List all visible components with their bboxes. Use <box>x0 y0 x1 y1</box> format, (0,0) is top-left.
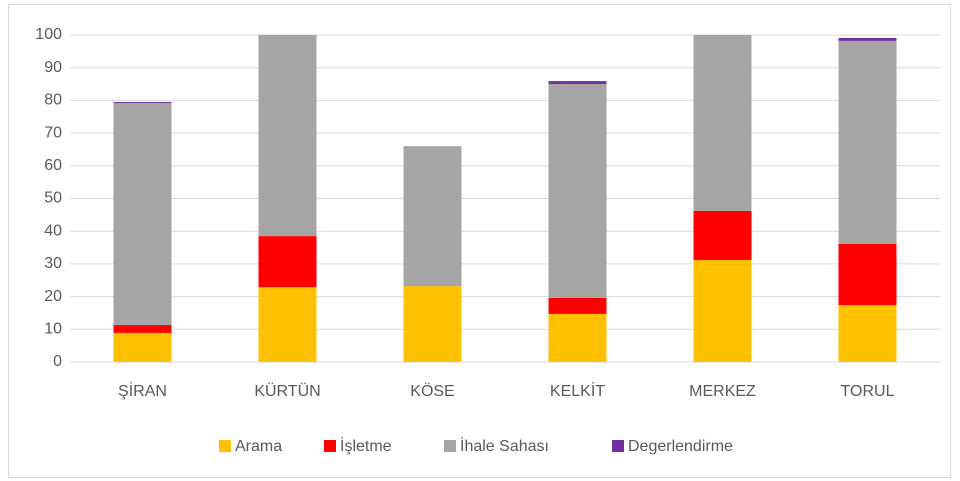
legend-label: İhale Sahası <box>460 436 549 455</box>
bar-segment <box>258 35 317 237</box>
x-tick-label: TORUL <box>841 383 895 400</box>
bar-segment <box>548 313 607 362</box>
bar-segment <box>838 37 897 41</box>
bar-segment <box>113 102 172 104</box>
bar-segment <box>258 287 317 362</box>
x-tick-label: KELKİT <box>550 381 605 400</box>
y-tick-label: 20 <box>44 288 62 305</box>
bar-segment <box>548 297 607 314</box>
y-tick-label: 80 <box>44 92 62 109</box>
bar-segment <box>838 305 897 362</box>
y-tick-label: 40 <box>44 222 62 239</box>
bar-segment <box>403 146 462 287</box>
y-tick-label: 90 <box>44 59 62 76</box>
bar-segment <box>113 103 172 326</box>
y-tick-label: 60 <box>44 157 62 174</box>
y-tick-label: 100 <box>35 26 62 43</box>
legend-label: Degerlendirme <box>628 438 733 455</box>
y-tick-label: 10 <box>44 321 62 338</box>
bar-segment <box>693 259 752 362</box>
y-tick-label: 30 <box>44 255 62 272</box>
y-tick-label: 0 <box>53 353 62 370</box>
y-tick-label: 50 <box>44 190 62 207</box>
x-tick-label: KÖSE <box>410 382 454 400</box>
legend-label: İşletme <box>340 436 392 455</box>
legend-label: Arama <box>235 438 282 455</box>
legend-swatch <box>444 440 456 452</box>
legend-swatch <box>612 440 624 452</box>
bar-segment <box>403 286 462 362</box>
legend-swatch <box>219 440 231 452</box>
bar-segment <box>258 236 317 288</box>
x-tick-label: KÜRTÜN <box>254 382 320 400</box>
bar-segment <box>548 84 607 298</box>
bar-segment <box>838 40 897 244</box>
bar-segment <box>113 325 172 333</box>
legend-swatch <box>324 440 336 452</box>
bar-segment <box>548 81 607 85</box>
x-tick-label: ŞİRAN <box>118 381 167 400</box>
y-tick-label: 70 <box>44 124 62 141</box>
x-tick-label: MERKEZ <box>689 383 756 400</box>
bar-segment <box>693 35 752 211</box>
bar-segment <box>113 332 172 362</box>
bar-segment <box>693 210 752 260</box>
bar-segment <box>838 243 897 306</box>
